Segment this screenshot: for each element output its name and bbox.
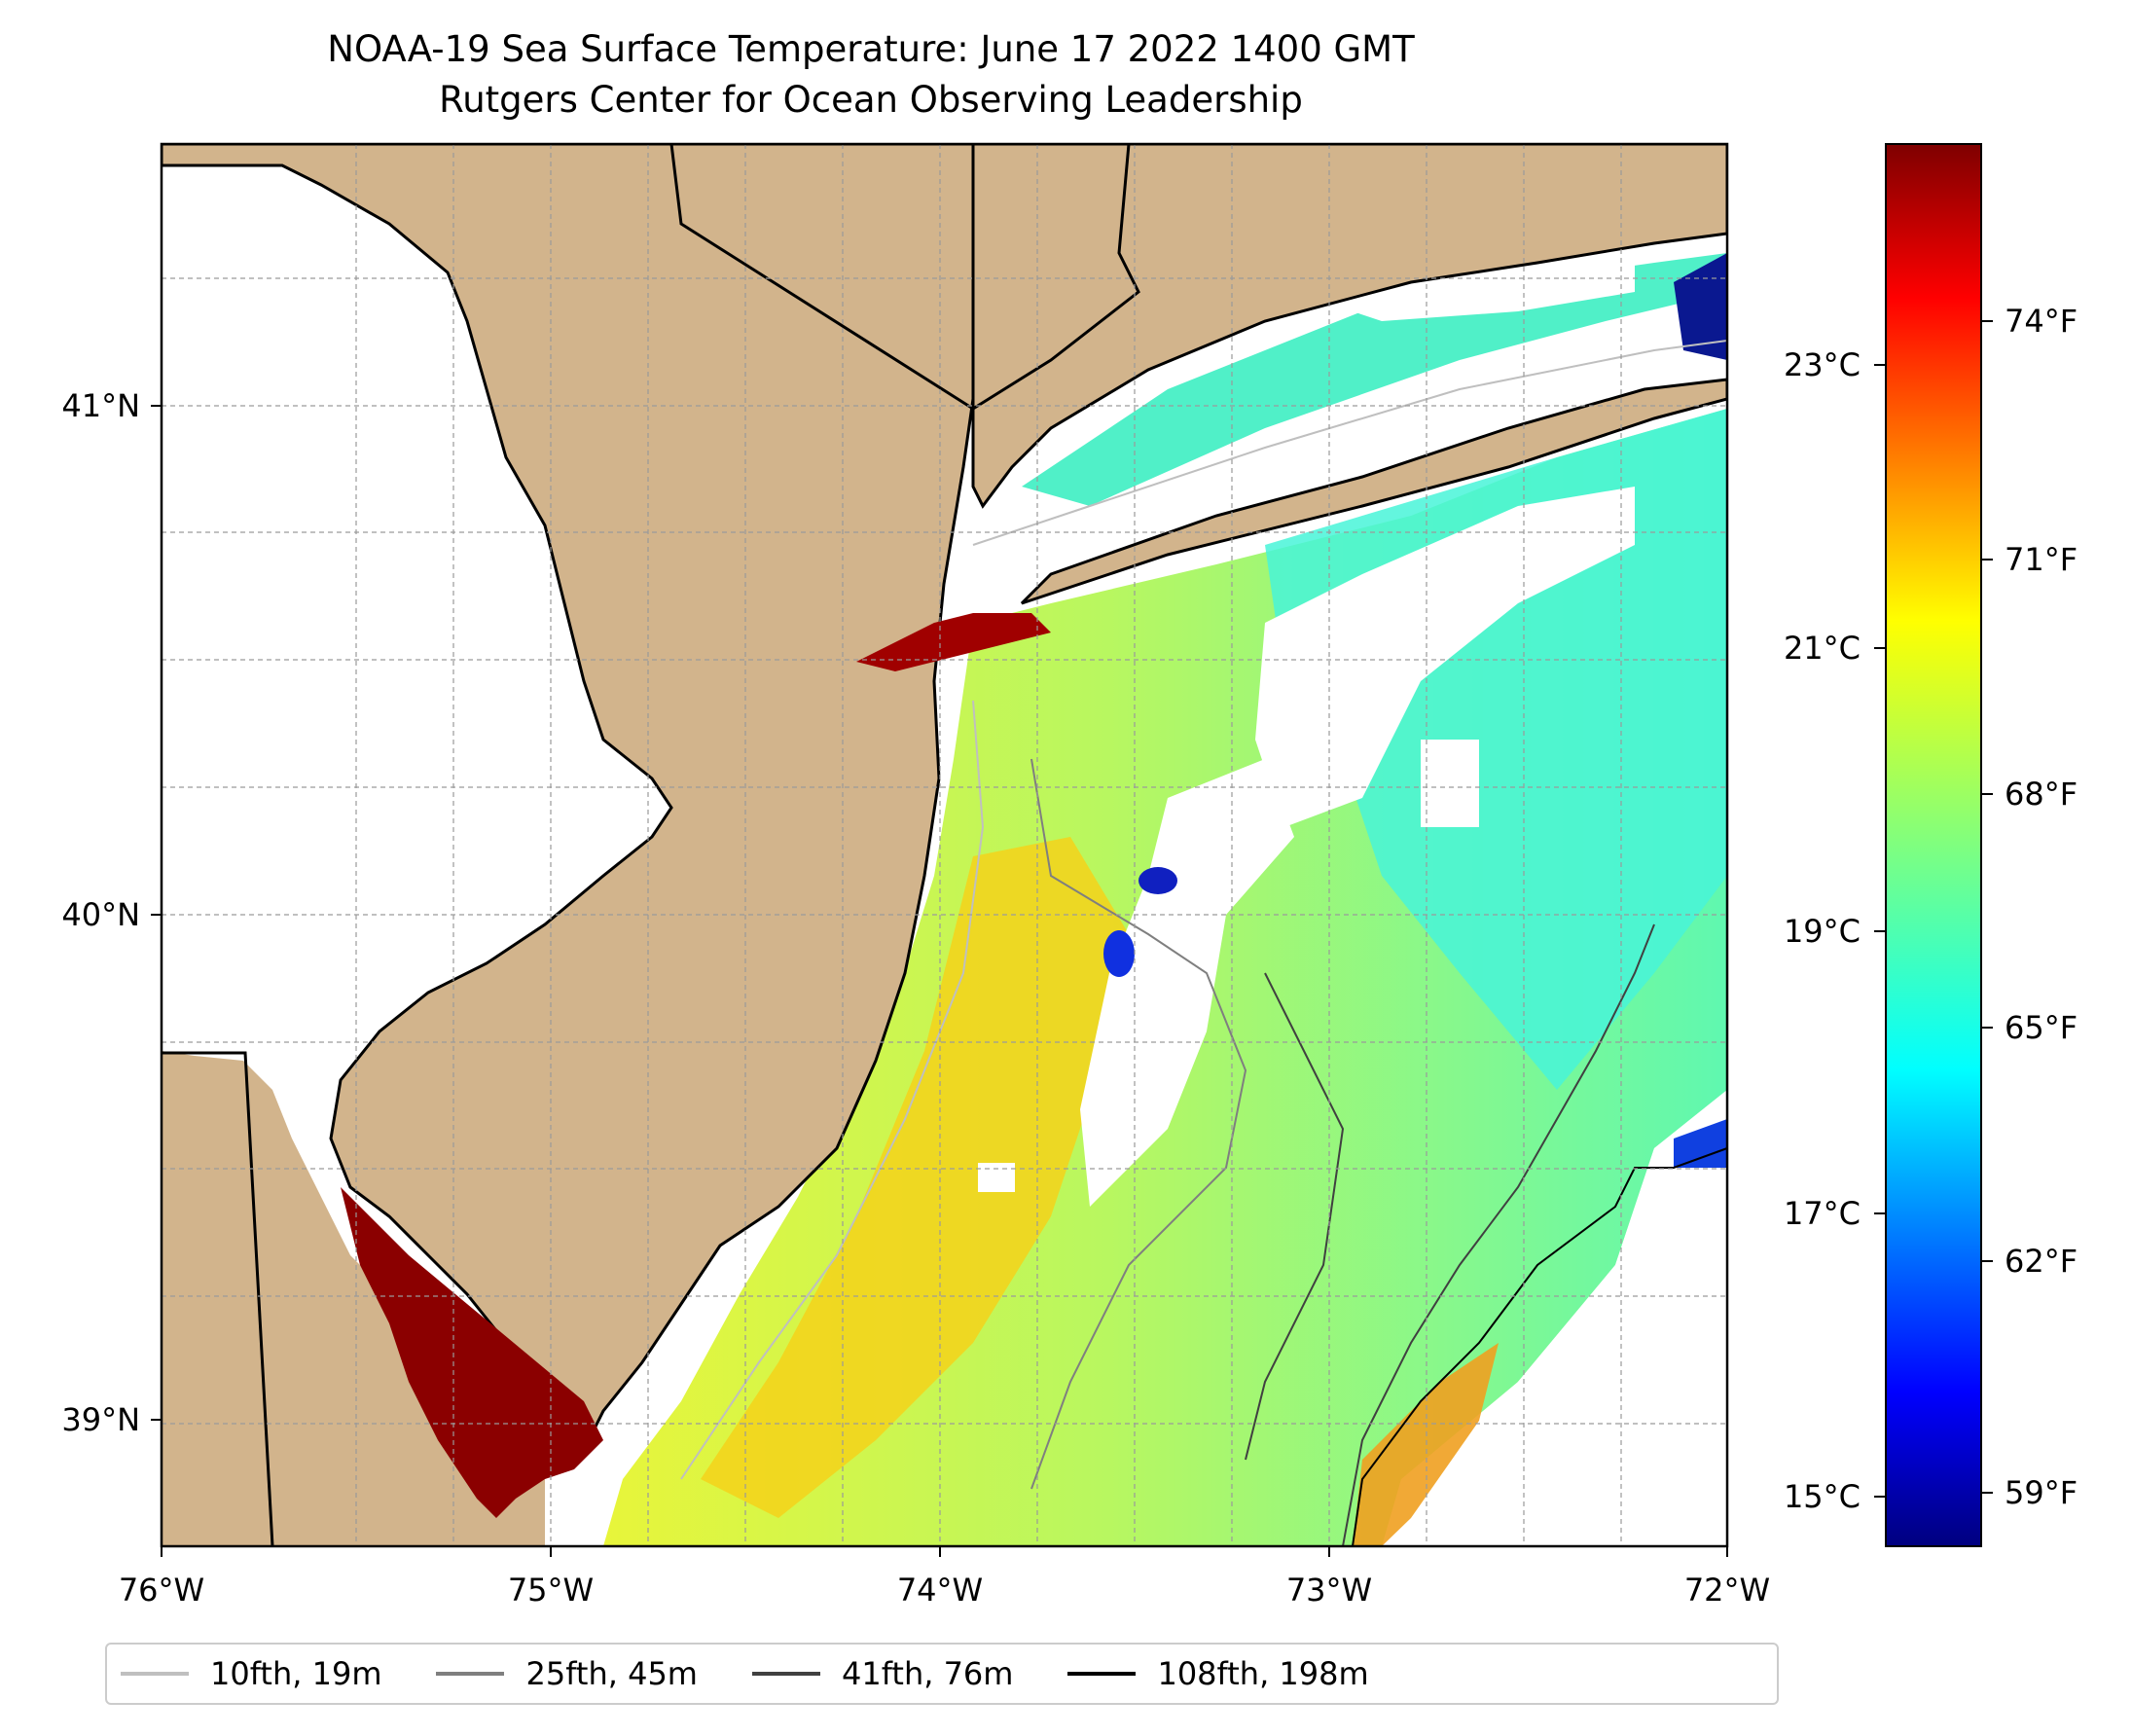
colorbar-celsius-label: 19°C <box>1784 913 1861 950</box>
raritan-bay-warm <box>856 613 1051 671</box>
legend-swatch <box>1067 1672 1137 1676</box>
x-tick-label: 73°W <box>1286 1572 1372 1609</box>
cold-spot <box>1674 253 1727 360</box>
land-mainland <box>162 144 975 1462</box>
colorbar <box>1885 143 1982 1547</box>
state-boundary <box>972 144 1140 411</box>
legend-swatch <box>436 1672 505 1676</box>
legend-item-108fth: 108fth, 198m <box>1067 1655 1369 1692</box>
colorbar-celsius-label: 17°C <box>1784 1195 1861 1232</box>
axis-ticks <box>151 405 1728 1557</box>
x-tick-label: 72°W <box>1684 1572 1770 1609</box>
cold-spot <box>1138 867 1177 894</box>
cloud-mask <box>978 1163 1015 1192</box>
gridlines <box>162 144 1727 1546</box>
x-tick-label: 76°W <box>119 1572 204 1609</box>
map-title: NOAA-19 Sea Surface Temperature: June 17… <box>327 28 1415 70</box>
map-frame <box>160 142 1729 1548</box>
cloud-mask <box>1421 740 1479 827</box>
sst-long-island-sound <box>1022 253 1727 506</box>
land-long-island <box>1020 378 1727 605</box>
cold-spot <box>1103 930 1135 977</box>
cloud-mask <box>1080 759 1294 1207</box>
y-tick-label: 40°N <box>61 896 140 933</box>
colorbar-fahrenheit-label: 62°F <box>2005 1243 2078 1280</box>
y-tick-label: 39°N <box>61 1401 140 1438</box>
delaware-bay-warm <box>341 1187 603 1518</box>
colorbar-ticks <box>1874 320 1993 1498</box>
contour-legend: 10fth, 19m 25fth, 45m 41fth, 76m 108fth,… <box>105 1643 1779 1705</box>
colorbar-fahrenheit-label: 59°F <box>2005 1474 2078 1511</box>
legend-item-10fth: 10fth, 19m <box>121 1655 381 1692</box>
colorbar-fahrenheit-label: 74°F <box>2005 303 2078 340</box>
sst-warm-offshore <box>1353 1343 1499 1546</box>
state-boundary <box>162 1051 274 1546</box>
legend-item-41fth: 41fth, 76m <box>751 1655 1014 1692</box>
land-new-england <box>971 144 1727 509</box>
legend-label: 41fth, 76m <box>841 1655 1014 1692</box>
cold-spot <box>1674 1119 1727 1168</box>
sst-warm-patch <box>701 837 1129 1518</box>
colorbar-fahrenheit-label: 65°F <box>2005 1009 2078 1046</box>
map-subtitle: Rutgers Center for Ocean Observing Leade… <box>439 79 1303 121</box>
colorbar-celsius-label: 23°C <box>1784 346 1861 383</box>
legend-label: 25fth, 45m <box>525 1655 698 1692</box>
legend-label: 10fth, 19m <box>210 1655 382 1692</box>
y-tick-label: 41°N <box>61 387 140 424</box>
legend-item-25fth: 25fth, 45m <box>436 1655 698 1692</box>
colorbar-fahrenheit-label: 68°F <box>2005 776 2078 813</box>
colorbar-celsius-label: 15°C <box>1784 1478 1861 1515</box>
colorbar-celsius-label: 21°C <box>1784 630 1861 667</box>
legend-label: 108fth, 198m <box>1157 1655 1369 1692</box>
legend-swatch <box>751 1672 820 1676</box>
cloud-mask <box>1401 1090 1727 1546</box>
x-tick-label: 75°W <box>508 1572 594 1609</box>
cloud-mask <box>1353 243 1635 321</box>
cloud-mask <box>1255 487 1635 827</box>
x-tick-label: 74°W <box>897 1572 983 1609</box>
map-panel <box>162 144 1727 1546</box>
legend-swatch <box>121 1672 189 1676</box>
colorbar-fahrenheit-label: 71°F <box>2005 541 2078 578</box>
bathymetry-contours <box>680 340 1727 1546</box>
state-boundary <box>669 144 974 411</box>
